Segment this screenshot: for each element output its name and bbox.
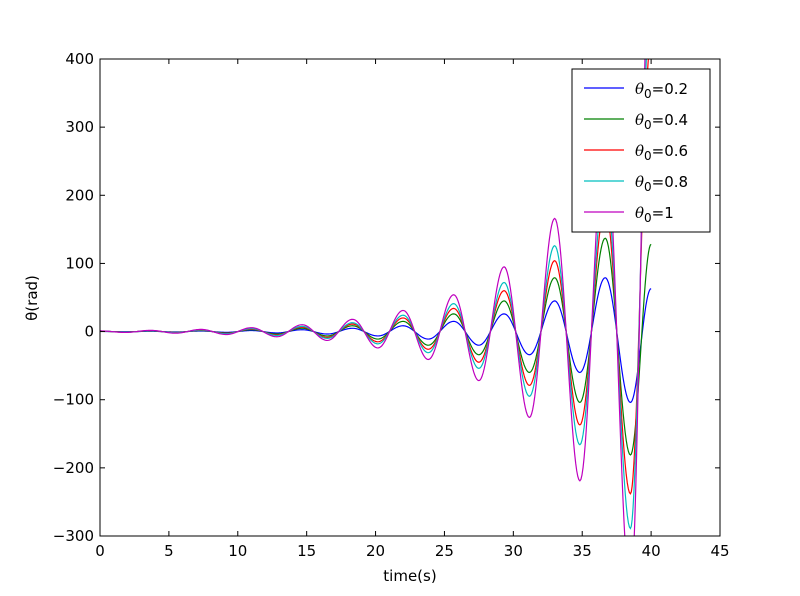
legend-label-1: θ0=0.4 <box>635 111 688 132</box>
legend-subscript: 0 <box>644 118 652 132</box>
plot-frame <box>99 58 721 537</box>
legend-label-0: θ0=0.2 <box>635 80 688 101</box>
legend-theta-symbol: θ <box>635 111 644 129</box>
x-tick-label: 20 <box>366 542 385 560</box>
legend-subscript: 0 <box>644 87 652 101</box>
x-tick-label: 30 <box>504 542 523 560</box>
x-tick-label: 10 <box>228 542 247 560</box>
y-tick-label: 200 <box>65 186 94 204</box>
axis-ticks: 0 5 10 15 20 25 30 35 40 45 −300 −200 −100 0 100 200 300… <box>53 50 730 560</box>
legend-label-3: θ0=0.8 <box>635 173 688 194</box>
y-tick-label: 300 <box>65 118 94 136</box>
legend-value: =0.4 <box>652 111 688 129</box>
legend: θ0=0.2θ0=0.4θ0=0.6θ0=0.8θ0=1 <box>571 68 711 233</box>
series-layer <box>100 59 652 536</box>
series-line-1 <box>100 237 652 456</box>
series-line-3 <box>100 59 647 530</box>
legend-value: =0.8 <box>652 173 688 191</box>
y-tick-label: −100 <box>53 391 94 409</box>
legend-theta-symbol: θ <box>635 142 644 160</box>
legend-theta-symbol: θ <box>635 204 644 222</box>
y-axis-label: θ(rad) <box>23 275 41 321</box>
series-line-2 <box>100 59 649 495</box>
x-tick-label: 25 <box>435 542 454 560</box>
y-tick-label: 100 <box>65 254 94 272</box>
y-tick-label: 400 <box>65 50 94 68</box>
y-tick-label: −200 <box>53 459 94 477</box>
legend-subscript: 0 <box>644 211 652 225</box>
legend-subscript: 0 <box>644 180 652 194</box>
legend-subscript: 0 <box>644 149 652 163</box>
x-tick-label: 45 <box>710 542 729 560</box>
x-tick-label: 40 <box>642 542 661 560</box>
y-tick-label: −300 <box>53 527 94 545</box>
legend-value: =0.6 <box>652 142 688 160</box>
x-tick-label: 35 <box>573 542 592 560</box>
legend-theta-symbol: θ <box>635 173 644 191</box>
y-tick-label: 0 <box>84 323 94 341</box>
x-tick-label: 0 <box>95 542 105 560</box>
series-line-0 <box>100 277 652 404</box>
legend-label-2: θ0=0.6 <box>635 142 688 163</box>
x-tick-label: 5 <box>164 542 174 560</box>
series-line-4 <box>100 59 646 536</box>
legend-label-4: θ0=1 <box>635 204 674 225</box>
x-tick-label: 15 <box>297 542 316 560</box>
legend-value: =0.2 <box>652 80 688 98</box>
x-axis-label: time(s) <box>383 567 436 585</box>
legend-value: =1 <box>652 204 674 222</box>
legend-theta-symbol: θ <box>635 80 644 98</box>
